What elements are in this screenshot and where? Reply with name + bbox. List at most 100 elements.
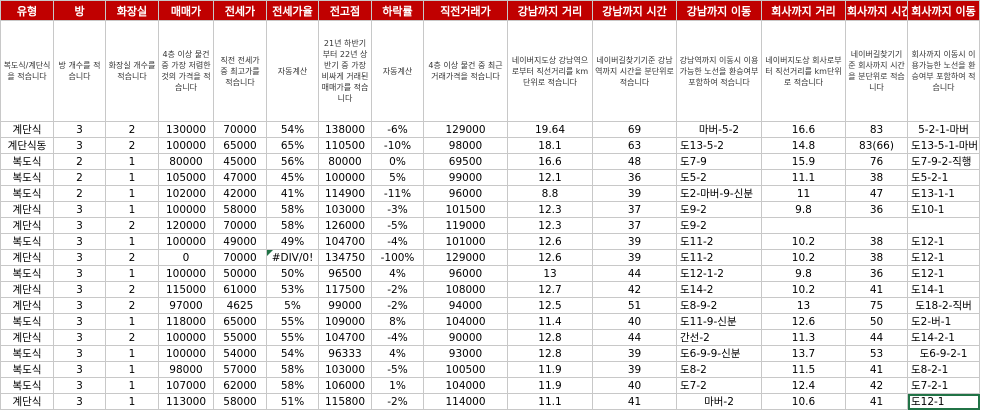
table-cell[interactable]: 1 [105,169,159,186]
table-cell[interactable]: 38 [845,169,908,186]
table-cell[interactable]: #DIV/0! [266,249,319,266]
table-cell[interactable]: 9.8 [761,201,846,218]
table-cell[interactable]: 134750 [318,249,372,266]
table-cell[interactable]: 93000 [423,345,508,362]
description-cell[interactable]: 21년 하반기부터 22년 상반기 중 가장 비싸게 거래된 매매가를 적습니다 [318,20,372,122]
table-cell[interactable]: 2 [105,249,159,266]
table-cell[interactable]: 11.4 [507,313,593,330]
table-cell[interactable]: 65000 [213,137,267,154]
table-cell[interactable]: 63 [592,137,677,154]
table-cell[interactable]: 3 [53,201,106,218]
table-cell[interactable]: 2 [105,137,159,154]
table-cell[interactable]: 19.64 [507,121,593,138]
table-cell[interactable]: 도6-9-9-신분 [676,345,762,362]
table-cell[interactable]: -3% [371,201,424,218]
column-header[interactable]: 직전거래가 [423,0,508,21]
table-cell[interactable]: 47 [845,185,908,202]
table-cell[interactable]: 마버-5-2 [676,121,762,138]
table-cell[interactable]: 12.1 [507,169,593,186]
table-cell[interactable]: 계단식 [0,281,54,298]
table-cell[interactable]: 5% [266,297,319,314]
table-cell[interactable]: 복도식 [0,377,54,394]
table-cell[interactable]: 2 [53,169,106,186]
table-cell[interactable]: 49000 [213,233,267,250]
description-cell[interactable]: 화장실 개수를 적습니다 [105,20,159,122]
table-cell[interactable]: 51% [266,393,319,410]
table-cell[interactable]: 61000 [213,281,267,298]
table-cell[interactable]: 96500 [318,265,372,282]
table-cell[interactable]: 11.9 [507,361,593,378]
table-cell[interactable]: 10.2 [761,233,846,250]
table-cell[interactable]: 104700 [318,233,372,250]
table-cell[interactable]: 41 [845,281,908,298]
table-cell[interactable]: 12.3 [507,217,593,234]
table-cell[interactable]: 70000 [213,121,267,138]
table-cell[interactable]: 2 [105,281,159,298]
table-cell[interactable]: 83(66) [845,137,908,154]
table-cell[interactable]: 3 [53,297,106,314]
table-cell[interactable]: 80000 [158,153,214,170]
table-cell[interactable]: 11.3 [761,329,846,346]
table-cell[interactable]: 3 [53,217,106,234]
table-cell[interactable]: 44 [592,329,677,346]
table-cell[interactable]: 12.6 [507,249,593,266]
description-cell[interactable]: 네이버길찾기기준 회사까지 시간을 분단위로 적습니다 [845,20,908,122]
column-header[interactable]: 하락률 [371,0,424,21]
table-cell[interactable]: 12.3 [507,201,593,218]
table-cell[interactable]: 58% [266,201,319,218]
table-cell[interactable]: 1 [105,265,159,282]
table-cell[interactable]: 5-2-1-마버 [907,121,980,138]
table-cell[interactable]: 2 [53,153,106,170]
description-cell[interactable]: 네이버지도상 강남역으로부터 직선거리를 km단위로 적습니다 [507,20,593,122]
table-cell[interactable]: 계단식 [0,217,54,234]
table-cell[interactable]: 16.6 [761,121,846,138]
table-cell[interactable]: 3 [53,265,106,282]
table-cell[interactable]: 65000 [213,313,267,330]
table-cell[interactable]: 2 [105,121,159,138]
table-cell[interactable]: 100000 [318,169,372,186]
table-cell[interactable]: 10.2 [761,249,846,266]
table-cell[interactable]: 도13-5-2 [676,137,762,154]
table-cell[interactable]: 83 [845,121,908,138]
table-cell[interactable]: 2 [53,185,106,202]
table-cell[interactable]: 1 [105,233,159,250]
table-cell[interactable]: 도10-1 [907,201,980,218]
table-cell[interactable]: 도12-1 [907,265,980,282]
table-cell[interactable]: 계단식 [0,393,54,410]
table-cell[interactable]: 50 [845,313,908,330]
table-cell[interactable]: 108000 [423,281,508,298]
table-cell[interactable]: 96000 [423,185,508,202]
table-cell[interactable]: 94000 [423,297,508,314]
table-cell[interactable]: 도8-9-2 [676,297,762,314]
table-cell[interactable]: -10% [371,137,424,154]
table-cell[interactable]: 54000 [213,345,267,362]
table-cell[interactable]: 도7-2 [676,377,762,394]
table-cell[interactable]: 복도식 [0,153,54,170]
table-cell[interactable]: 3 [53,313,106,330]
table-cell[interactable]: 113000 [158,393,214,410]
table-cell[interactable]: 103000 [318,201,372,218]
table-cell[interactable]: 45000 [213,153,267,170]
table-cell[interactable]: 99000 [318,297,372,314]
table-cell[interactable]: 114900 [318,185,372,202]
table-cell[interactable]: 1 [105,201,159,218]
table-cell[interactable]: 44 [845,329,908,346]
table-cell[interactable]: 39 [592,233,677,250]
table-cell[interactable]: 39 [592,361,677,378]
table-cell[interactable]: 도9-2 [676,201,762,218]
table-cell[interactable]: 107000 [158,377,214,394]
column-header[interactable]: 회사까지 시간 [845,0,908,21]
table-cell[interactable]: 117500 [318,281,372,298]
table-cell[interactable]: 51 [592,297,677,314]
table-cell[interactable]: 37 [592,201,677,218]
table-cell[interactable]: 110500 [318,137,372,154]
table-cell[interactable]: 38 [845,249,908,266]
table-cell[interactable]: 복도식 [0,185,54,202]
column-header[interactable]: 강남까지 시간 [592,0,677,21]
table-cell[interactable]: 12.6 [761,313,846,330]
table-cell[interactable]: -2% [371,393,424,410]
table-cell[interactable]: 계단식 [0,249,54,266]
table-cell[interactable]: 104000 [423,377,508,394]
table-cell[interactable]: 58% [266,361,319,378]
table-cell[interactable]: 16.6 [507,153,593,170]
